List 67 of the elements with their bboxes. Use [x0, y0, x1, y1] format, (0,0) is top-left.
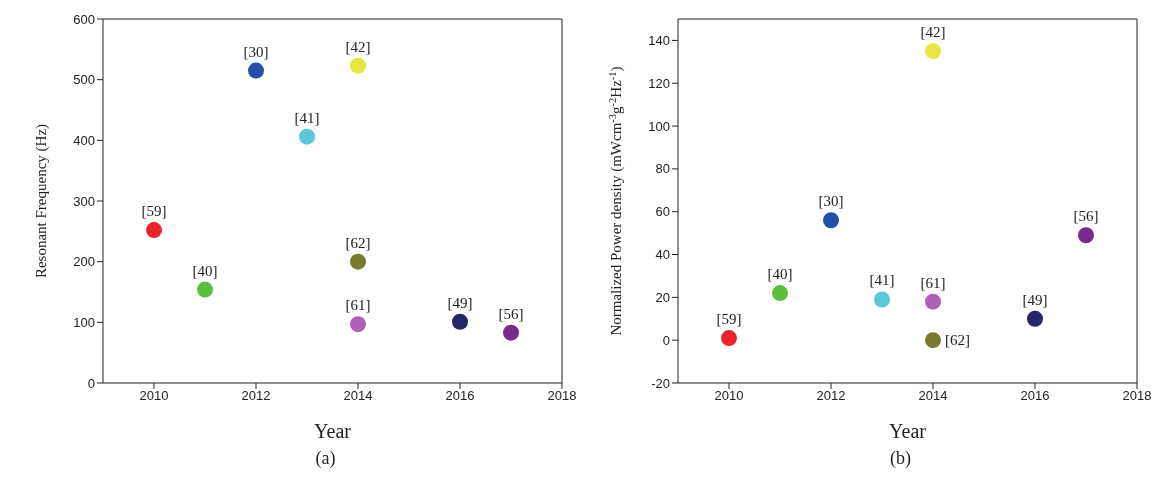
y-tick-label: -20	[651, 375, 670, 391]
point	[772, 285, 788, 302]
y-tick-label: 40	[655, 247, 670, 263]
series-label: [41]	[294, 109, 320, 126]
y-tick-label: 140	[648, 33, 670, 49]
y-tick-label: 60	[655, 204, 670, 220]
series-label: [62]	[945, 332, 970, 349]
x-tick-label: 2012	[241, 388, 271, 404]
series-label: [59]	[716, 311, 742, 328]
x-tick-label: 2014	[343, 388, 373, 404]
point	[350, 57, 366, 74]
point	[925, 43, 941, 60]
y-tick-label: 500	[73, 72, 95, 88]
x-tick-label: 2014	[918, 388, 948, 404]
series-label: [42]	[345, 38, 371, 55]
series-label: [42]	[920, 24, 946, 41]
point	[823, 212, 839, 229]
point	[248, 62, 264, 79]
x-tick-label: 2018	[547, 388, 577, 404]
text: (b)	[889, 448, 912, 469]
y-tick-label: 300	[73, 193, 95, 209]
x-tick-label: 2012	[816, 388, 846, 404]
series-label: [56]	[498, 305, 524, 322]
point	[925, 332, 941, 349]
series-label: [61]	[345, 297, 371, 314]
point	[350, 253, 366, 270]
y-tick-label: 100	[73, 314, 95, 330]
point	[1027, 310, 1043, 327]
y-tick-label: 0	[87, 375, 95, 391]
point	[874, 291, 890, 308]
series-label: [30]	[818, 193, 844, 210]
y-tick-label: 120	[648, 75, 670, 91]
series-label: [49]	[447, 294, 473, 311]
series-label: [62]	[345, 234, 371, 251]
text: (a)	[314, 448, 337, 469]
point	[1078, 227, 1094, 244]
point	[452, 313, 468, 330]
point	[721, 330, 737, 347]
series-label: [30]	[243, 43, 269, 60]
x-axis-title: Year	[314, 420, 352, 442]
x-tick-label: 2010	[139, 388, 169, 404]
y-tick-label: 80	[655, 161, 670, 177]
point	[350, 316, 366, 333]
y-axis-title: Resonant Frequency (Hz)	[33, 123, 50, 279]
x-tick-label: 2016	[445, 388, 475, 404]
series-label: [59]	[141, 203, 167, 220]
point	[197, 281, 213, 298]
series-label: [40]	[192, 262, 218, 279]
x-tick-label: 2016	[1020, 388, 1050, 404]
y-tick-label: 0	[662, 332, 670, 348]
point	[503, 324, 519, 341]
series-label: [56]	[1073, 208, 1099, 225]
point	[146, 222, 162, 239]
x-tick-label: 2018	[1122, 388, 1152, 404]
y-tick-label: 100	[648, 118, 670, 134]
series-label: [40]	[767, 266, 793, 283]
series-label: [41]	[869, 272, 895, 289]
point	[925, 293, 941, 310]
series-label: [49]	[1022, 291, 1048, 308]
y-tick-label: 20	[655, 289, 670, 305]
series-label: [61]	[920, 274, 946, 291]
y-tick-label: 600	[73, 11, 95, 27]
point	[299, 128, 315, 145]
y-tick-label: 400	[73, 132, 95, 148]
x-tick-label: 2010	[714, 388, 744, 404]
y-tick-label: 200	[73, 254, 95, 270]
x-axis-title: Year	[889, 420, 927, 442]
